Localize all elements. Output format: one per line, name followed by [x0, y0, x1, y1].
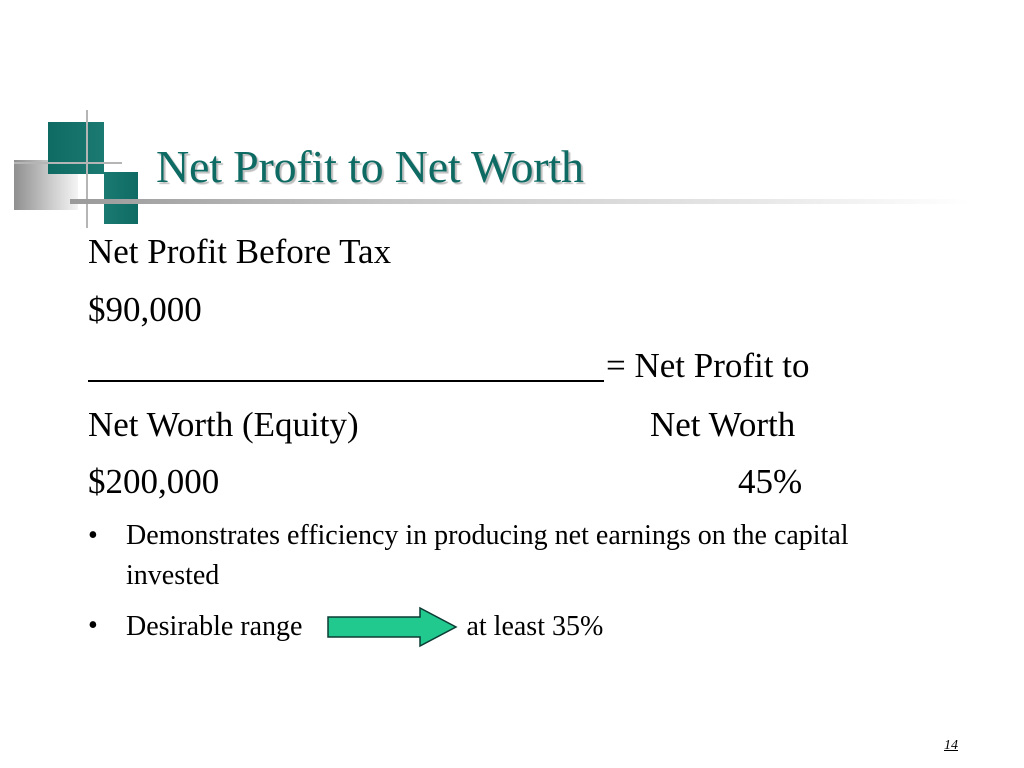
denominator-value: $200,000 [88, 462, 220, 501]
decorative-square-teal [48, 122, 104, 174]
decorative-square-teal-small [104, 172, 138, 224]
page-number: 14 [944, 738, 958, 753]
range-value: at least 35% [466, 611, 604, 642]
title-underline-rule [70, 199, 970, 204]
bullet-marker: • [88, 610, 98, 641]
bullet-range: • Desirable range at least 35% [88, 606, 948, 648]
slide-title: Net Profit to Net Worth [156, 141, 584, 192]
numerator-label: Net Profit Before Tax [88, 232, 392, 271]
result-value: 45% [738, 462, 803, 501]
range-label: Desirable range [126, 611, 303, 642]
bullet-marker: • [88, 520, 98, 551]
fraction-line [88, 380, 604, 382]
result-label: Net Worth [650, 405, 796, 444]
equals-result-label: = Net Profit to [606, 346, 810, 385]
right-arrow-icon [327, 606, 459, 648]
numerator-value: $90,000 [88, 290, 202, 329]
range-row: Desirable range at least 35% [126, 606, 948, 648]
bullet-list: • Demonstrates efficiency in producing n… [88, 516, 948, 658]
bullet-efficiency-text: Demonstrates efficiency in producing net… [126, 520, 849, 591]
bullet-efficiency: • Demonstrates efficiency in producing n… [88, 516, 948, 596]
denominator-label: Net Worth (Equity) [88, 405, 359, 444]
decorative-vertical-line [86, 110, 88, 228]
decorative-horizontal-line [14, 162, 122, 164]
